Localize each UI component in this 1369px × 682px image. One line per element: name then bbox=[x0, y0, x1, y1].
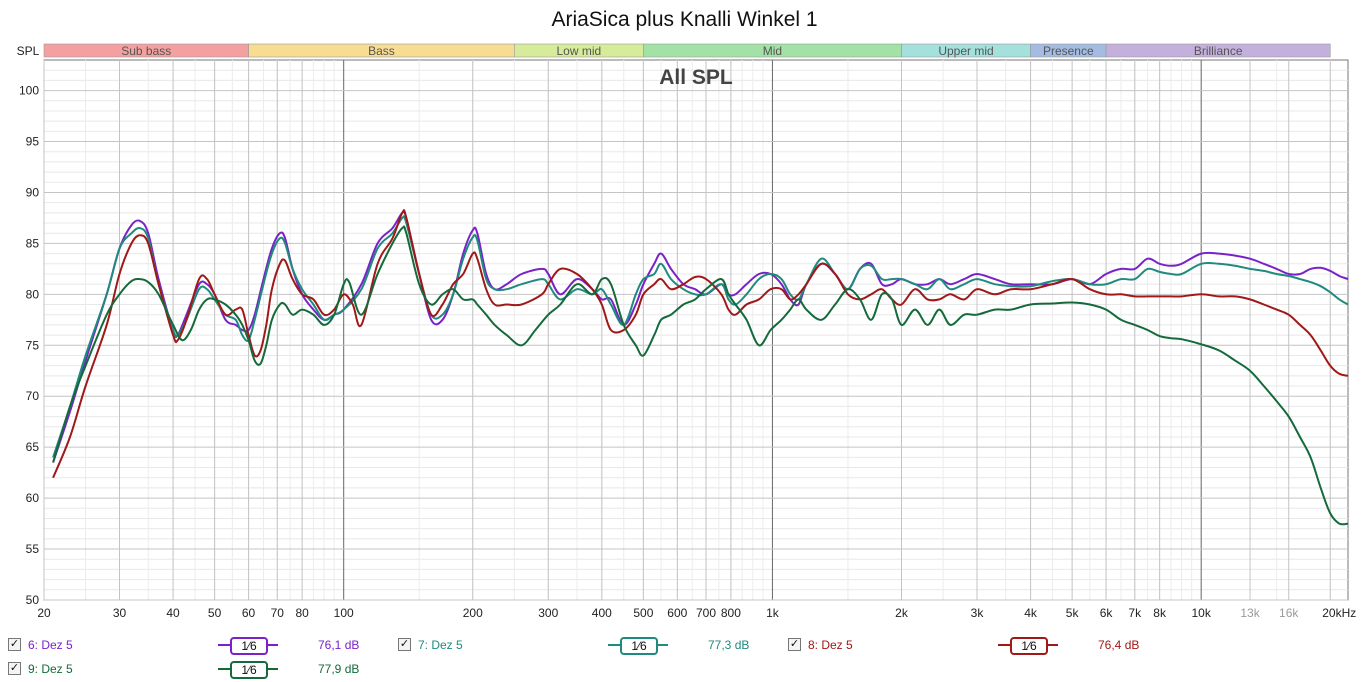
x-tick-label: 1k bbox=[766, 606, 780, 620]
x-tick-label: 400 bbox=[592, 606, 612, 620]
y-tick-label: 100 bbox=[19, 84, 39, 98]
smoothing-selector[interactable]: 1⁄6 bbox=[608, 636, 668, 655]
series-checkbox[interactable]: ✓ bbox=[8, 662, 21, 675]
x-tick-label: 800 bbox=[721, 606, 741, 620]
smoothing-label: 1⁄6 bbox=[230, 637, 268, 655]
band-label: Mid bbox=[763, 44, 782, 58]
legend-series-value: 77,3 dB bbox=[708, 638, 750, 652]
legend-series-value: 76,1 dB bbox=[318, 638, 360, 652]
x-tick-label: 20 bbox=[37, 606, 51, 620]
legend-series-value: 76,4 dB bbox=[1098, 638, 1140, 652]
legend-series-name: 9: Dez 5 bbox=[28, 662, 73, 676]
x-tick-label: 3k bbox=[971, 606, 985, 620]
x-tick-label: 6k bbox=[1100, 606, 1114, 620]
y-axis-label: SPL bbox=[17, 44, 40, 58]
y-tick-label: 75 bbox=[26, 338, 40, 352]
series-line-6 bbox=[52, 209, 1349, 463]
x-tick-label: 600 bbox=[667, 606, 687, 620]
y-tick-label: 85 bbox=[26, 236, 40, 250]
band-label: Low mid bbox=[556, 44, 601, 58]
x-tick-label: 200 bbox=[463, 606, 483, 620]
legend-series-name: 6: Dez 5 bbox=[28, 638, 73, 652]
band-label: Presence bbox=[1043, 44, 1094, 58]
x-tick-label: 50 bbox=[208, 606, 222, 620]
x-tick-label: 7k bbox=[1128, 606, 1142, 620]
chart-title: AriaSica plus Knalli Winkel 1 bbox=[551, 8, 818, 31]
series-checkbox[interactable]: ✓ bbox=[788, 638, 801, 651]
overlay-label: All SPL bbox=[659, 66, 733, 89]
x-tick-label: 5k bbox=[1066, 606, 1080, 620]
x-tick-label: 2k bbox=[895, 606, 909, 620]
x-tick-label: 10k bbox=[1192, 606, 1212, 620]
y-tick-label: 60 bbox=[26, 491, 40, 505]
band-brilliance bbox=[1105, 43, 1331, 58]
legend-item-7: ✓ 7: Dez 5 1⁄6 77,3 dB bbox=[398, 636, 778, 656]
legend: ✓ 6: Dez 5 1⁄6 76,1 dB ✓ 7: Dez 5 1⁄6 77… bbox=[0, 630, 1369, 682]
x-tick-label: 13k bbox=[1240, 606, 1260, 620]
y-tick-label: 65 bbox=[26, 440, 40, 454]
y-tick-label: 70 bbox=[26, 389, 40, 403]
series-line-9 bbox=[52, 225, 1349, 526]
legend-series-name: 7: Dez 5 bbox=[418, 638, 463, 652]
series-line-7 bbox=[52, 215, 1349, 458]
series-checkbox[interactable]: ✓ bbox=[8, 638, 21, 651]
x-tick-label: 4k bbox=[1024, 606, 1038, 620]
legend-item-9: ✓ 9: Dez 5 1⁄6 77,9 dB bbox=[8, 660, 388, 680]
y-tick-label: 95 bbox=[26, 135, 40, 149]
x-tick-label: 300 bbox=[538, 606, 558, 620]
legend-series-name: 8: Dez 5 bbox=[808, 638, 853, 652]
smoothing-label: 1⁄6 bbox=[230, 661, 268, 679]
x-tick-label: 60 bbox=[242, 606, 256, 620]
frequency-band-bar: Sub bass Bass Low mid Mid Upper mid Presence B… bbox=[43, 43, 1331, 58]
y-axis-ticks: 50 55 60 65 70 75 80 85 90 95 100 bbox=[19, 84, 39, 607]
x-tick-label: 700 bbox=[696, 606, 716, 620]
band-label: Bass bbox=[368, 44, 395, 58]
smoothing-label: 1⁄6 bbox=[620, 637, 658, 655]
x-tick-label: 70 bbox=[271, 606, 285, 620]
smoothing-label: 1⁄6 bbox=[1010, 637, 1048, 655]
legend-item-6: ✓ 6: Dez 5 1⁄6 76,1 dB bbox=[8, 636, 388, 656]
y-tick-label: 90 bbox=[26, 185, 40, 199]
band-label: Sub bass bbox=[121, 44, 171, 58]
smoothing-selector[interactable]: 1⁄6 bbox=[998, 636, 1058, 655]
x-tick-label: 80 bbox=[295, 606, 309, 620]
band-label: Brilliance bbox=[1194, 44, 1243, 58]
y-tick-label: 55 bbox=[26, 542, 40, 556]
x-tick-label: 40 bbox=[166, 606, 180, 620]
x-tick-label: 20kHz bbox=[1322, 606, 1356, 620]
smoothing-selector[interactable]: 1⁄6 bbox=[218, 636, 278, 655]
plot-area bbox=[43, 59, 1349, 601]
y-tick-label: 50 bbox=[26, 593, 40, 607]
x-axis-ticks: 20 30 40 50 60 70 80 100 200 300 400 500 600 700 800 1k… bbox=[37, 606, 1356, 620]
series-line-8 bbox=[52, 209, 1349, 479]
x-tick-label: 500 bbox=[633, 606, 653, 620]
grid bbox=[43, 60, 1348, 601]
series-checkbox[interactable]: ✓ bbox=[398, 638, 411, 651]
x-tick-label: 8k bbox=[1153, 606, 1167, 620]
series-lines bbox=[52, 209, 1349, 526]
smoothing-selector[interactable]: 1⁄6 bbox=[218, 660, 278, 679]
band-label: Upper mid bbox=[938, 44, 993, 58]
legend-series-value: 77,9 dB bbox=[318, 662, 360, 676]
x-tick-label: 30 bbox=[113, 606, 127, 620]
legend-item-8: ✓ 8: Dez 5 1⁄6 76,4 dB bbox=[788, 636, 1168, 656]
x-tick-label: 100 bbox=[334, 606, 354, 620]
y-tick-label: 80 bbox=[26, 287, 40, 301]
x-tick-label: 16k bbox=[1279, 606, 1299, 620]
